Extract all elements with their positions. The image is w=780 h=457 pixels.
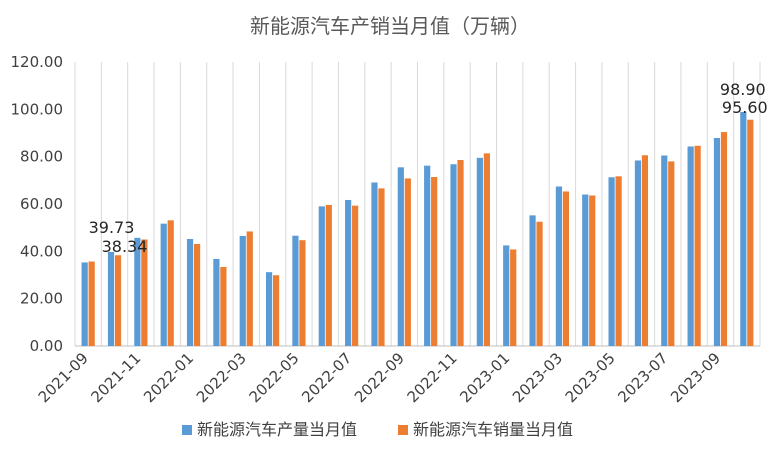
bar-sales: [747, 119, 754, 346]
y-axis: 0.00 20.00 40.00 60.00 80.00 100.00 120.00: [11, 53, 64, 355]
x-tick-label: 2023-05: [562, 349, 619, 406]
bar-production: [424, 165, 431, 346]
bar-production: [634, 160, 642, 346]
x-tick-label: 2021-09: [35, 349, 92, 406]
x-tick-label: 2022-03: [193, 349, 250, 406]
bar-sales: [431, 177, 438, 346]
bar-production: [265, 272, 273, 346]
legend-label-production: 新能源汽车产量当月值: [197, 420, 357, 439]
bar-sales: [720, 132, 728, 346]
bar-sales: [641, 155, 649, 346]
data-label: 38.34: [102, 237, 148, 256]
bar-production: [582, 194, 589, 346]
y-tick-label: 40.00: [20, 242, 63, 260]
x-tick-label: 2023-09: [667, 349, 724, 406]
bars: [81, 111, 754, 346]
bar-production: [476, 157, 483, 346]
bar-sales: [457, 159, 464, 346]
x-tick-label: 2023-01: [456, 349, 513, 406]
legend-swatch-production: [182, 425, 192, 435]
bar-sales: [88, 261, 95, 346]
chart-title: 新能源汽车产销当月值（万辆）: [250, 14, 530, 38]
y-tick-label: 100.00: [11, 100, 64, 118]
bar-sales: [114, 255, 122, 346]
bar-production: [345, 199, 352, 346]
data-label: 95.60: [722, 98, 768, 117]
bar-production: [713, 137, 721, 346]
bar-production: [239, 235, 246, 346]
bar-production: [160, 223, 167, 346]
bar-sales: [510, 249, 517, 346]
bar-production: [529, 215, 536, 346]
bar-sales: [352, 205, 359, 346]
legend-label-sales: 新能源汽车销量当月值: [413, 420, 573, 439]
bar-production: [608, 177, 615, 346]
grid-lines: [74, 62, 761, 347]
bar-production: [186, 239, 194, 346]
bar-sales: [536, 221, 543, 346]
bar-production: [81, 262, 88, 346]
bar-sales: [299, 240, 306, 346]
x-tick-label: 2022-11: [404, 349, 461, 406]
data-label: 98.90: [720, 80, 766, 99]
x-tick-label: 2022-05: [246, 349, 303, 406]
bar-production: [661, 155, 668, 346]
bar-sales: [562, 191, 570, 346]
x-tick-label: 2022-09: [351, 349, 408, 406]
x-tick-label: 2023-07: [614, 349, 671, 406]
legend: 新能源汽车产量当月值 新能源汽车销量当月值: [182, 420, 573, 439]
bar-production: [740, 111, 747, 346]
y-tick-label: 80.00: [20, 148, 63, 166]
x-tick-label: 2021-11: [87, 349, 144, 406]
bar-production: [292, 235, 299, 346]
bar-production: [134, 237, 141, 346]
bar-production: [450, 164, 457, 346]
bar-sales: [483, 153, 490, 346]
bar-sales: [167, 220, 174, 346]
bar-production: [687, 146, 694, 346]
bar-production: [397, 167, 404, 346]
x-axis: 2021-092021-112022-012022-032022-052022-…: [35, 349, 724, 406]
y-tick-label: 20.00: [20, 290, 63, 308]
y-tick-label: 60.00: [20, 195, 63, 213]
bar-production: [555, 186, 563, 346]
x-tick-label: 2023-03: [509, 349, 566, 406]
bar-sales: [220, 266, 227, 346]
data-labels: 39.73 98.90 38.34 95.60: [89, 80, 768, 256]
bar-sales: [246, 231, 253, 346]
bar-sales: [615, 176, 622, 346]
bar-sales: [193, 243, 201, 346]
y-tick-label: 0.00: [30, 337, 63, 355]
bar-production: [107, 251, 115, 346]
bar-production: [371, 182, 378, 346]
bar-production: [503, 245, 510, 346]
bar-production: [213, 258, 220, 346]
bar-sales: [378, 188, 385, 346]
x-tick-label: 2022-07: [298, 349, 355, 406]
bar-sales: [589, 195, 596, 346]
bar-sales: [668, 161, 675, 346]
bar-production: [318, 206, 325, 346]
data-label: 39.73: [89, 218, 135, 237]
legend-swatch-sales: [398, 425, 408, 435]
y-tick-label: 120.00: [11, 53, 64, 71]
x-tick-label: 2022-01: [140, 349, 197, 406]
bar-sales: [325, 204, 332, 346]
bar-sales: [694, 145, 701, 346]
bar-sales: [141, 239, 148, 346]
bar-sales: [272, 275, 280, 346]
bar-sales: [404, 178, 411, 346]
